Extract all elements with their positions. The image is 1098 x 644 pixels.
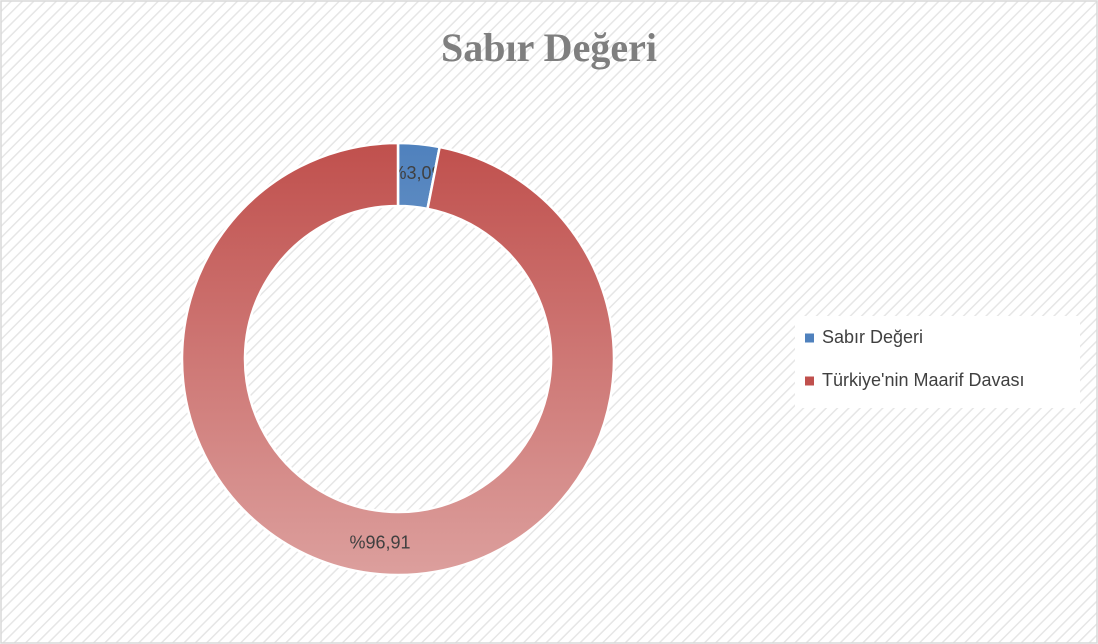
legend-swatch	[805, 376, 814, 386]
legend-box	[795, 316, 1080, 408]
data-label: %3,09	[390, 163, 441, 183]
legend-swatch	[805, 333, 814, 343]
legend-label: Türkiye'nin Maarif Davası	[822, 370, 1025, 390]
chart-title: Sabır Değeri	[441, 25, 657, 70]
legend-label: Sabır Değeri	[822, 327, 923, 347]
donut-slice	[180, 141, 616, 577]
data-label: %96,91	[349, 532, 410, 552]
